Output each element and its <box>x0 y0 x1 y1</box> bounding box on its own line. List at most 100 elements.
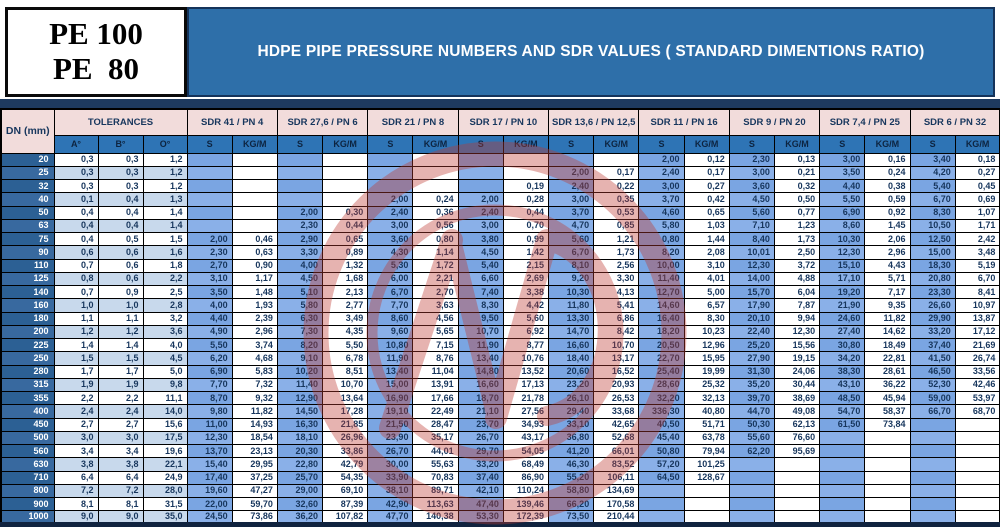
s-value-cell <box>909 483 956 499</box>
kgm-value-cell <box>773 510 821 525</box>
s-value-cell: 16,30 <box>276 417 324 432</box>
kgm-value-cell: 13,87 <box>954 311 1000 326</box>
s-value-cell: 10,50 <box>909 218 956 234</box>
s-value-cell: 41,20 <box>548 443 595 459</box>
kgm-value-cell: 8,77 <box>502 337 550 353</box>
kgm-value-cell: 28,61 <box>864 364 911 379</box>
s-value-cell: 16,60 <box>457 377 504 393</box>
kgm-value-cell: 0,46 <box>231 231 278 247</box>
s-value-cell: 33,20 <box>909 324 956 340</box>
s-value-cell: 20,10 <box>728 311 775 326</box>
s-value-cell: 22,70 <box>638 351 685 366</box>
s-value-cell: 14,60 <box>638 298 685 313</box>
s-value-cell: 10,30 <box>819 231 866 247</box>
s-value-cell: 23,70 <box>457 417 504 432</box>
s-value-cell <box>186 165 233 181</box>
s-value-cell: 19,20 <box>819 284 866 300</box>
s-value-cell: 2,70 <box>186 258 233 273</box>
kgm-value-cell: 51,71 <box>683 417 730 432</box>
s-value-cell: 17,40 <box>186 470 233 485</box>
s-value-cell: 11,40 <box>638 271 685 287</box>
s-value-cell: 25,70 <box>276 470 324 485</box>
s-sub-header: S <box>819 134 866 154</box>
kgm-value-cell: 0,92 <box>864 205 911 220</box>
s-value-cell: 8,40 <box>728 231 775 247</box>
pipe-sdr-table: DN (mm) TOLERANCES SDR 41 / PN 4 SDR 27,6… <box>0 108 1000 527</box>
kgm-value-cell: 172,39 <box>502 510 550 525</box>
kgm-value-cell: 4,88 <box>773 271 821 287</box>
tolerance-cell: 3,8 <box>97 457 144 472</box>
sdr-group-header: SDR 6 / PN 32 <box>909 108 1000 136</box>
sdr-group-header: SDR 17 / PN 10 <box>457 108 550 136</box>
tolerance-cell: 0,4 <box>97 205 144 220</box>
s-sub-header: S <box>367 134 414 154</box>
kgm-value-cell: 5,19 <box>954 258 1000 273</box>
s-value-cell <box>728 470 775 485</box>
kgm-value-cell: 7,87 <box>773 298 821 313</box>
kgm-value-cell: 70,83 <box>412 470 459 485</box>
kgm-value-cell: 0,65 <box>683 205 730 220</box>
s-value-cell: 4,00 <box>276 258 324 273</box>
s-value-cell: 32,60 <box>276 496 324 512</box>
table-row-dn-40: 40 0,1 0,4 1,3 2,00 0,24 2,00 0,28 3,00 0,35 3,70 0… <box>0 192 1000 207</box>
kgm-value-cell: 19,15 <box>773 351 821 366</box>
table-row-dn-50: 50 0,4 0,4 1,4 2,00 0,30 2,40 0,36 2,40 0,44 3,70 0… <box>0 205 1000 220</box>
kgm-value-cell: 7,15 <box>412 337 459 353</box>
s-value-cell <box>276 178 324 194</box>
s-value-cell: 50,30 <box>728 417 775 432</box>
tolerance-cell: 9,8 <box>142 377 188 393</box>
tolerance-cell: 3,8 <box>53 457 99 472</box>
s-value-cell: 13,40 <box>367 364 414 379</box>
kgm-value-cell: 0,13 <box>773 152 821 167</box>
kgm-value-cell: 4,42 <box>502 298 550 313</box>
kgm-value-cell <box>322 178 369 194</box>
table-row-dn-63: 63 0,4 0,4 1,4 2,30 0,44 3,00 0,56 3,00 0,70 4,70 0… <box>0 218 1000 234</box>
kgm-value-cell: 83,52 <box>593 457 640 472</box>
s-value-cell: 6,70 <box>548 245 595 260</box>
s-value-cell: 29,70 <box>457 443 504 459</box>
s-value-cell <box>728 510 775 525</box>
kgm-value-cell: 4,35 <box>322 324 369 340</box>
s-value-cell: 39,70 <box>728 390 775 406</box>
kgm-value-cell: 2,96 <box>231 324 278 340</box>
s-value-cell: 28,60 <box>638 377 685 393</box>
kgm-value-cell: 9,32 <box>231 390 278 406</box>
s-value-cell: 3,50 <box>819 165 866 181</box>
s-value-cell: 36,20 <box>276 510 324 525</box>
s-value-cell: 4,40 <box>186 311 233 326</box>
tolerance-cell: 2,4 <box>53 404 99 419</box>
s-value-cell: 37,40 <box>457 470 504 485</box>
s-value-cell: 4,90 <box>186 324 233 340</box>
s-value-cell <box>728 483 775 499</box>
s-value-cell: 33,10 <box>548 417 595 432</box>
s-value-cell: 37,40 <box>909 337 956 353</box>
s-value-cell <box>367 152 414 167</box>
tolerance-cell: 0,4 <box>53 218 99 234</box>
kgm-value-cell: 101,25 <box>683 457 730 472</box>
s-value-cell: 9,20 <box>548 271 595 287</box>
kgm-value-cell: 0,35 <box>593 192 640 207</box>
tolerance-cell: 0,3 <box>97 165 144 181</box>
tolerance-cell: 1,2 <box>97 324 144 340</box>
kgm-value-cell: 0,42 <box>683 192 730 207</box>
s-value-cell: 8,20 <box>276 337 324 353</box>
s-value-cell: 7,40 <box>457 284 504 300</box>
tolerance-cell: 8,1 <box>53 496 99 512</box>
s-value-cell: 16,90 <box>367 390 414 406</box>
s-value-cell: 18,10 <box>276 430 324 446</box>
tolerance-cell: 0,3 <box>53 178 99 194</box>
kgm-value-cell: 7,17 <box>864 284 911 300</box>
s-value-cell <box>457 152 504 167</box>
s-value-cell <box>367 178 414 194</box>
kgm-value-cell <box>954 430 1000 446</box>
s-value-cell: 3,70 <box>638 192 685 207</box>
s-value-cell: 9,50 <box>457 311 504 326</box>
tolerance-cell: 35,0 <box>142 510 188 525</box>
kgm-value-cell: 0,44 <box>502 205 550 220</box>
s-value-cell: 61,50 <box>819 417 866 432</box>
kgm-value-cell: 0,90 <box>231 258 278 273</box>
kgm-value-cell: 3,10 <box>683 258 730 273</box>
table-body: 20 0,3 0,3 1,2 2,00 0,12 2,30 0,13 3,00 0,16 3,40 0… <box>0 152 1000 525</box>
s-value-cell: 23,20 <box>548 377 595 393</box>
sdr-group-header: SDR 21 / PN 8 <box>367 108 459 136</box>
